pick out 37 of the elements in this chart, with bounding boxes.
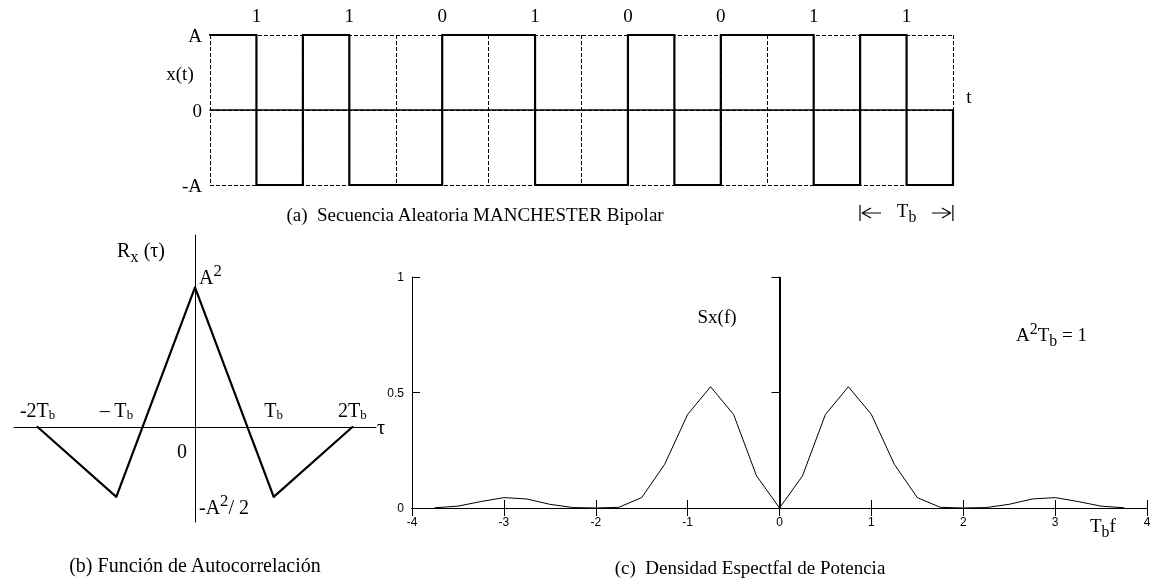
x-tick-label: -2 xyxy=(590,515,602,529)
text: 0 xyxy=(192,99,202,121)
text: (a) Secuencia Aleatoria MANCHESTER Bipolar xyxy=(286,204,665,226)
text: 1 xyxy=(901,4,912,26)
text: A xyxy=(188,24,202,46)
x-tick-label: -4 xyxy=(406,515,418,529)
text: T$_{b}$ xyxy=(896,200,917,225)
y-tick-label: 0 xyxy=(397,501,405,515)
x-tick-label: 2 xyxy=(959,515,967,529)
x-axis-title: t xyxy=(966,85,972,107)
text: 1 xyxy=(251,4,262,26)
text: 0 xyxy=(716,4,726,26)
text: -A xyxy=(181,174,202,196)
x-axis-title: τ xyxy=(377,416,386,439)
y-axis-title: Sx(f) xyxy=(697,305,737,327)
x-tick-label: 1 xyxy=(868,515,876,529)
text: 0 xyxy=(623,4,633,26)
text: 1 xyxy=(808,4,819,26)
annotation: A$^{2}$ xyxy=(199,261,222,289)
annotation: 0 xyxy=(177,440,187,463)
text: 1 xyxy=(344,4,355,26)
annotation: -A$^{2}$/ 2 xyxy=(199,491,249,518)
text: (b) Función de Autocorrelación xyxy=(69,554,321,577)
x-tick-label: 0 xyxy=(776,515,784,529)
text: (c) Densidad Espectfal de Potencia xyxy=(614,557,886,579)
text: 1 xyxy=(530,4,540,26)
x-tick-label: -3 xyxy=(498,515,510,529)
x-tick-label: -1 xyxy=(682,515,694,529)
x-tick-label: 4 xyxy=(1143,515,1151,529)
y-axis-title: R$_{x}$ (τ) xyxy=(116,239,165,267)
x-tick-label: 3 xyxy=(1051,515,1059,529)
y-tick-label: 0.5 xyxy=(387,385,405,400)
y-axis-title: x(t) xyxy=(166,62,194,83)
x-axis-title: T$_{b}$f xyxy=(1089,515,1116,540)
y-tick-label: 1 xyxy=(397,270,405,284)
text: 0 xyxy=(437,4,447,26)
annotation: A$^{2}$T$_{b}$ = 1 xyxy=(1015,319,1087,349)
